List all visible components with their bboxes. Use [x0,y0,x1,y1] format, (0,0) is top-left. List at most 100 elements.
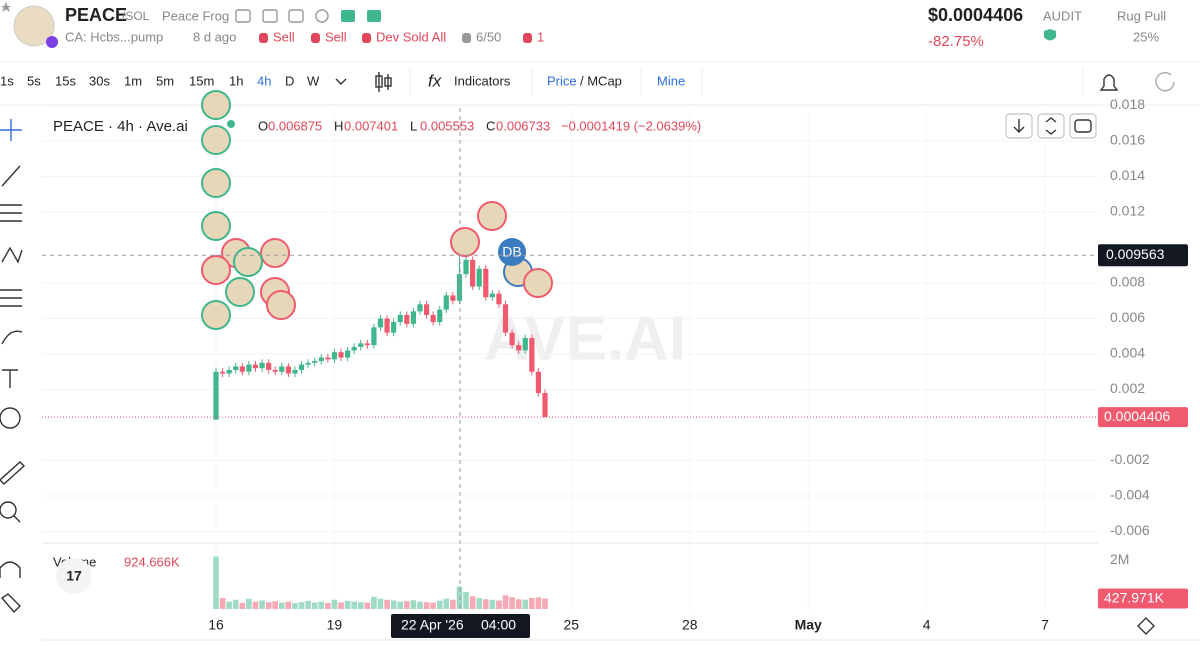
ohlc-key: H [334,118,343,133]
trade-markers[interactable]: DB [201,90,553,330]
intervals: 1s 5s 15s 30s 1m 5m 15m 1h 4h D W [0,73,320,88]
tv-logo-mark: 17 [66,568,82,584]
volume-bar [476,598,482,609]
mine[interactable]: Mine [657,73,685,88]
mcap-toggle[interactable]: / MCap [580,73,622,88]
volume-bar [535,597,542,609]
volume-bar [469,596,476,609]
chain-icon [46,36,58,48]
candle-body [450,295,456,301]
marker-bubble [498,238,526,266]
trade-avatar [477,201,507,231]
candle-body [430,314,436,323]
interval[interactable]: 15m [189,73,214,88]
interval[interactable]: 1h [229,73,243,88]
volume-last-label: 427.971K [1104,589,1165,605]
candle-body [371,327,377,346]
candle-body [226,369,232,374]
y-tick-label: -0.002 [1110,451,1150,467]
drawing-tools[interactable] [0,119,26,614]
settings-icon[interactable] [1137,617,1155,635]
candle-body [463,259,469,275]
volume-bar [436,600,443,609]
contract[interactable]: CA: Hcbs...pump [65,29,163,44]
x-tick-label: May [795,617,822,633]
token-name: Peace Frog [162,8,229,23]
last-price-box [1098,407,1188,428]
y-tick-label: -0.006 [1110,522,1150,538]
interval[interactable]: 15s [55,73,76,88]
bell[interactable] [1099,74,1119,91]
tag-icon [311,33,320,43]
refresh[interactable] [1155,72,1175,92]
ohlc-value: 0.005553 [420,118,474,133]
candle-body [456,274,463,301]
candle-body [351,346,357,351]
audit[interactable]: AUDIT [1043,8,1082,23]
crosshair-date: 22 Apr '26 [401,617,464,633]
volume-bar [509,597,515,609]
volume-bar [542,598,548,609]
tv-logo[interactable] [56,558,92,594]
interval[interactable]: 4h [257,73,271,88]
volume-bar [423,602,430,609]
volume-bar [213,556,219,609]
interval[interactable]: 30s [89,73,110,88]
trade-avatar [260,238,290,268]
rug-pull[interactable]: Rug Pull [1117,8,1166,23]
candle-icon[interactable] [375,72,392,92]
last-price-label: 0.0004406 [1104,408,1170,424]
x-tick-label: 19 [327,617,343,633]
ohlc-value: 0.006733 [496,118,550,133]
tag: Sell [273,29,295,44]
interval[interactable]: D [285,73,294,88]
candle-body [496,293,502,305]
y-tick-label: 0.018 [1110,96,1145,112]
candle-body [410,311,416,324]
interval[interactable]: 5s [27,73,41,88]
indicators[interactable]: Indicators [454,73,511,88]
tags: Sell Sell Dev Sold All 6/50 1 [259,29,544,44]
x-tick-label: 16 [208,617,224,633]
candle-body [377,318,384,328]
candle-body [292,369,298,374]
volume-bar [502,595,509,609]
star-icon[interactable] [1,2,11,12]
volume-bar [417,601,423,609]
trade-avatar [201,125,231,155]
trade-avatar [450,227,480,257]
candle-body [285,366,291,374]
candle-body [325,357,331,360]
ohlc-change: −0.0001419 (−2.0639%) [561,118,701,133]
chart-buttons[interactable] [1005,113,1097,139]
candle-body [489,293,495,298]
candle-body [423,304,430,315]
candle-body [345,350,351,358]
interval[interactable]: 1m [124,73,142,88]
candle-body [298,364,305,370]
y-tick-label: 0.002 [1110,380,1145,396]
y-tick-label: 0.012 [1110,203,1145,219]
candle-body [318,357,324,362]
candle-body [279,366,285,372]
candle-body [239,366,245,372]
price-toggle[interactable]: Price [547,73,577,88]
candle-body [542,393,548,418]
chevron[interactable] [335,78,347,85]
x-tick-label: 7 [1041,617,1049,633]
volume-bar [364,602,371,609]
interval[interactable]: W [307,73,320,88]
social-icons[interactable] [235,9,381,23]
volume-bar [384,599,390,609]
tag: 1 [537,29,544,44]
volume-bar [226,601,232,609]
candle-body [331,352,338,360]
interval[interactable]: 1s [0,73,14,88]
interval[interactable]: 5m [156,73,174,88]
trade-avatar [225,277,255,307]
crosshair-price: 0.009563 [1106,246,1165,262]
volume-legend-value: 924.666K [124,554,180,569]
volume-bar [344,600,351,609]
y-tick-label: 0.008 [1110,274,1145,290]
candle-body [219,371,226,374]
